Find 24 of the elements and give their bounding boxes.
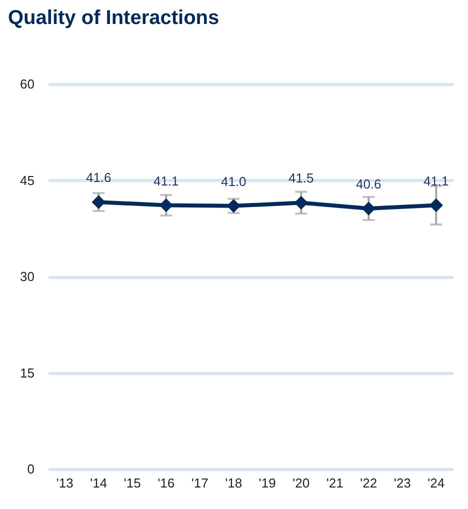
- data-label: 41.6: [86, 170, 112, 186]
- y-tick-label: 60: [20, 76, 34, 92]
- x-tick-label: '18: [225, 476, 242, 490]
- x-tick-label: '24: [428, 476, 445, 490]
- x-tick-label: '23: [394, 476, 411, 490]
- y-tick-label: 30: [20, 269, 34, 284]
- x-tick-label: '14: [90, 476, 108, 490]
- y-tick-label: 0: [27, 462, 34, 476]
- data-label: 41.1: [153, 173, 179, 188]
- x-tick-label: '21: [326, 476, 344, 490]
- data-label: 40.6: [356, 176, 382, 192]
- x-tick-label: '22: [360, 476, 378, 490]
- chart-title: Quality of Interactions: [8, 7, 220, 29]
- y-tick-label: 45: [20, 172, 34, 188]
- x-tick-label: '19: [258, 476, 276, 490]
- x-tick-label: '15: [124, 476, 141, 490]
- x-tick-label: '20: [292, 476, 310, 490]
- data-label: 41.1: [423, 173, 449, 188]
- data-label: 41.5: [288, 170, 314, 186]
- y-tick-label: 15: [20, 365, 34, 380]
- x-tick-label: '17: [191, 476, 208, 490]
- data-label: 41.0: [220, 174, 246, 189]
- x-tick-label: '13: [56, 476, 74, 490]
- x-tick-label: '16: [158, 476, 175, 490]
